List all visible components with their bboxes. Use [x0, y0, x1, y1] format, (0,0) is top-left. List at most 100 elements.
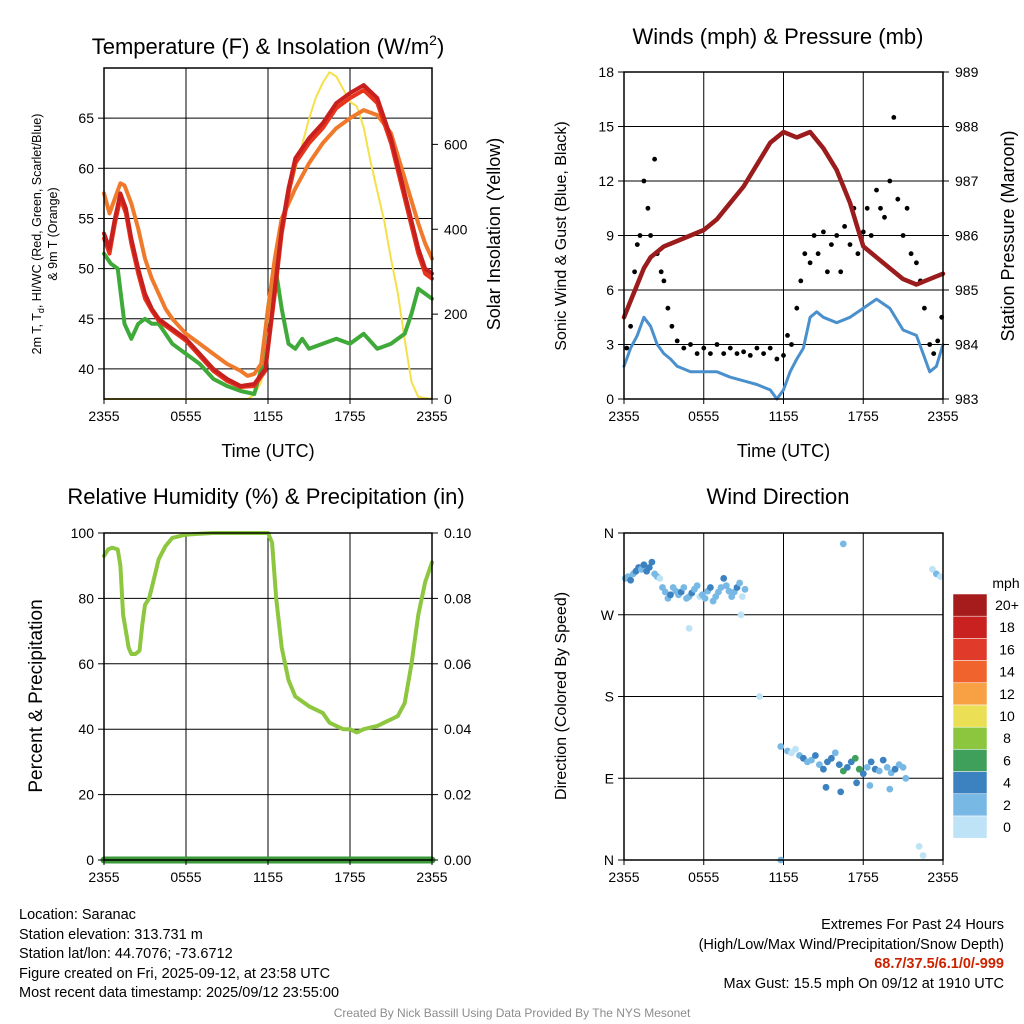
- pressure-tick-label: 983: [955, 391, 979, 407]
- colorbar-swatch: [952, 726, 988, 750]
- humidity-tick-label: 100: [71, 525, 95, 541]
- wind-direction-point: [640, 561, 648, 569]
- gust-point: [734, 351, 740, 356]
- insolation-tick-label: 200: [444, 306, 468, 322]
- wind-direction-point: [717, 584, 725, 591]
- direction-tick-label: W: [601, 607, 615, 623]
- gust-point: [891, 115, 897, 120]
- gust-point: [842, 224, 847, 229]
- gust-point: [708, 351, 713, 356]
- gust-point: [767, 345, 773, 351]
- gust-point: [935, 338, 941, 344]
- wind-direction-point: [808, 756, 815, 764]
- wind-tick-label: 3: [606, 337, 614, 353]
- gust-point: [922, 305, 927, 311]
- recent-data-text: Most recent data timestamp: 2025/09/12 2…: [19, 985, 340, 1002]
- humidity-precip-panel: Relative Humidity (%) & Precipitation (i…: [26, 484, 471, 885]
- precip-tick-label: 0.06: [444, 656, 471, 672]
- gust-point: [904, 205, 910, 211]
- colorbar-label: 4: [1003, 775, 1011, 791]
- latlon-text: Station lat/lon: 44.7076; -73.6712: [19, 946, 233, 963]
- gust-point: [838, 269, 844, 275]
- gust-point: [624, 345, 630, 351]
- colorbar-label: 20+: [995, 597, 1019, 613]
- wind-direction-point: [866, 782, 874, 789]
- colorbar-swatch: [952, 815, 988, 839]
- wind-direction-point: [680, 584, 688, 591]
- pressure-tick-label: 989: [955, 64, 979, 80]
- credit-line: Created By Nick Bassill Using Data Provi…: [333, 1006, 691, 1020]
- wind-direction-point: [828, 754, 835, 762]
- wind-direction-point: [667, 591, 674, 599]
- gust-point: [794, 305, 800, 311]
- temperature-axis-label-line2: & 9m T (Orange): [46, 187, 60, 280]
- gust-point: [908, 251, 914, 257]
- temperature-tick-label: 45: [78, 311, 94, 327]
- wind-tick-label: 12: [598, 173, 614, 189]
- wind-direction-point: [883, 764, 891, 771]
- wind-direction-point: [886, 785, 894, 793]
- gust-point: [648, 233, 653, 238]
- wind-direction-point: [879, 756, 887, 764]
- gust-point: [882, 214, 887, 220]
- wind-direction-point: [875, 767, 883, 775]
- wind-direction-point: [816, 761, 823, 768]
- colorbar-label: 18: [999, 619, 1015, 635]
- wind-direction-point: [736, 579, 743, 587]
- temperature-tick-label: 55: [78, 210, 94, 226]
- panel2-title: Winds (mph) & Pressure (mb): [633, 24, 924, 49]
- pressure-tick-label: 987: [955, 173, 979, 189]
- gust-point: [914, 260, 919, 266]
- wind-direction-point: [915, 843, 923, 850]
- precip-tick-label: 0.04: [444, 721, 471, 737]
- time-tick-label: 1155: [768, 869, 798, 885]
- gust-point: [807, 260, 813, 266]
- gust-point: [754, 345, 760, 351]
- gust-point: [761, 351, 766, 356]
- wind-direction-point: [685, 625, 693, 632]
- temperature-tick-label: 60: [78, 160, 94, 176]
- gust-point: [632, 269, 637, 275]
- wind-direction-point: [919, 852, 927, 859]
- wind-direction-point: [820, 765, 827, 773]
- wind-direction-point: [831, 749, 839, 757]
- humidity-tick-label: 20: [78, 787, 94, 803]
- direction-axis-label: Direction (Colored By Speed): [553, 592, 570, 800]
- wind-direction-point: [851, 754, 859, 762]
- time-tick-label: 1755: [334, 408, 365, 424]
- sonic-wind-line: [622, 297, 945, 401]
- humidity-tick-label: 60: [78, 656, 94, 672]
- colorbar-title: mph: [992, 575, 1019, 591]
- gust-point: [860, 229, 866, 235]
- max-gust-text: Max Gust: 15.5 mph On 09/12 at 1910 UTC: [723, 975, 1004, 992]
- time-tick-label: 2355: [608, 869, 639, 885]
- humidity-tick-label: 40: [78, 721, 94, 737]
- colorbar-label: 16: [999, 641, 1015, 657]
- wind-tick-label: 18: [598, 64, 614, 80]
- time-tick-label: 0555: [688, 869, 719, 885]
- pressure-tick-label: 985: [955, 282, 979, 298]
- elevation-text: Station elevation: 313.731 m: [19, 926, 203, 943]
- temperature-tick-label: 50: [78, 261, 94, 277]
- precip-tick-label: 0.02: [444, 787, 471, 803]
- gust-point: [641, 178, 647, 184]
- colorbar-label: 6: [1003, 752, 1011, 768]
- wind-direction-point: [859, 770, 867, 778]
- colorbar-label: 8: [1003, 730, 1011, 746]
- gust-point: [900, 233, 906, 238]
- gust-point: [855, 251, 861, 257]
- gust-point: [811, 233, 817, 238]
- time-tick-label: 2355: [608, 408, 639, 424]
- gust-point: [878, 205, 883, 211]
- insolation-tick-label: 600: [444, 136, 468, 152]
- colorbar-swatch: [952, 793, 988, 817]
- gust-point: [927, 342, 933, 347]
- gust-point: [721, 351, 727, 356]
- wind-direction-point: [661, 588, 669, 596]
- wind-axis-label: Sonic Wind & Gust (Blue, Black): [553, 121, 570, 350]
- gust-point: [868, 233, 874, 238]
- gust-point: [681, 345, 687, 351]
- extremes-subtitle: (High/Low/Max Wind/Precipitation/Snow De…: [698, 936, 1004, 953]
- insolation-tick-label: 400: [444, 221, 468, 237]
- pressure-tick-label: 988: [955, 119, 979, 135]
